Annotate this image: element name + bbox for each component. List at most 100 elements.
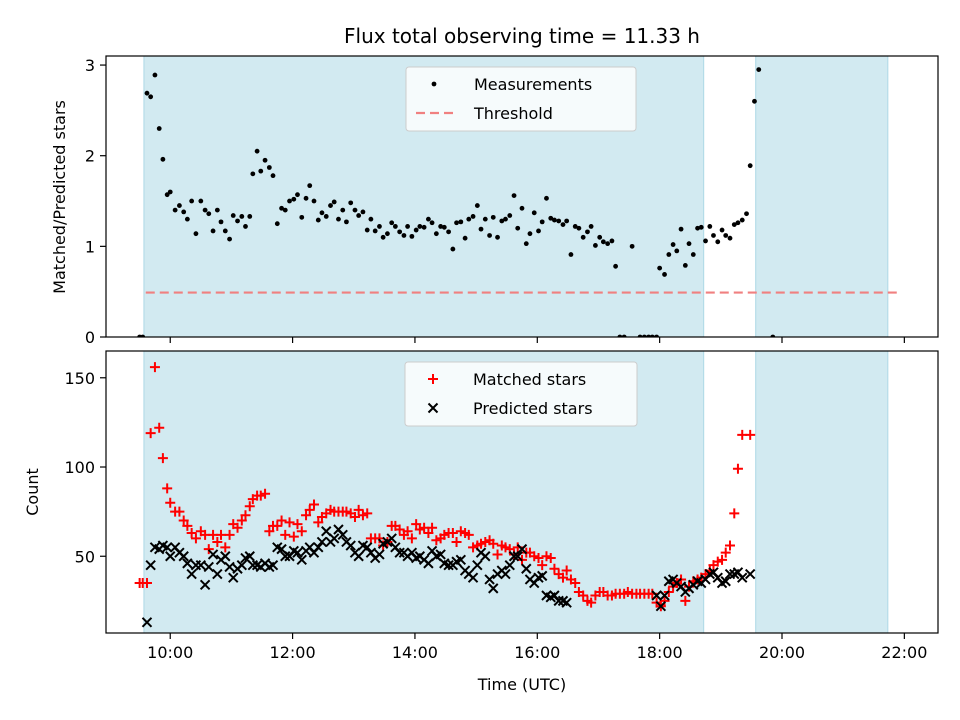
measurements-point — [405, 224, 410, 229]
predicted-stars-point — [165, 551, 176, 562]
predicted-stars-point — [655, 601, 667, 612]
observing-window-span — [755, 351, 888, 633]
measurements-point — [462, 235, 468, 241]
predicted-stars-point — [744, 568, 756, 580]
measurements-point — [377, 224, 382, 229]
measurements-point — [727, 235, 733, 241]
measurements-point — [723, 233, 729, 238]
measurements-point — [429, 220, 435, 226]
matched-stars-point — [165, 497, 176, 508]
measurements-point — [368, 216, 374, 222]
measurements-point — [454, 220, 459, 226]
bottom-y-axis-label: Count — [23, 468, 42, 516]
matched-stars-point — [509, 549, 520, 560]
measurements-point — [421, 224, 427, 230]
measurements-point — [287, 198, 292, 204]
matched-stars-point — [492, 549, 503, 560]
matched-stars-point — [659, 595, 670, 606]
predicted-stars-point — [145, 559, 156, 571]
measurements-point — [202, 207, 208, 213]
measurements-point — [392, 224, 398, 229]
top-panel: 0 1 2 3 Measurements Threshold — [85, 55, 939, 347]
measurements-point — [539, 219, 545, 225]
predicted-stars-point — [199, 579, 211, 591]
y-tick-label: 150 — [64, 369, 95, 388]
measurements-point — [458, 219, 464, 225]
measurements-point — [397, 229, 403, 235]
measurements-point — [511, 193, 517, 198]
y-tick-label: 100 — [64, 458, 95, 477]
measurements-point — [552, 217, 557, 223]
matched-stars-point — [578, 590, 589, 601]
matched-stars-point — [212, 536, 223, 547]
matched-stars-point — [296, 526, 307, 537]
legend: Measurements Threshold — [405, 66, 637, 132]
measurements-point — [613, 263, 618, 269]
predicted-stars-point — [521, 563, 532, 574]
predicted-stars-point — [374, 549, 385, 560]
predicted-stars-point — [220, 551, 231, 562]
measurements-point — [487, 233, 492, 238]
measurements-point — [413, 227, 419, 233]
measurements-point — [499, 218, 505, 224]
measurements-point — [678, 226, 684, 232]
predicted-stars-point — [337, 529, 348, 541]
measurements-point — [352, 207, 358, 213]
matched-stars-point — [549, 563, 560, 574]
measurements-point — [282, 207, 288, 213]
x-tick-label: 20:00 — [759, 643, 805, 662]
predicted-stars-point — [296, 554, 307, 566]
predicted-stars-point — [182, 558, 193, 569]
predicted-stars-point — [455, 554, 467, 566]
measurements-point — [490, 214, 496, 220]
matched-stars-point — [220, 542, 231, 553]
matched-stars-point — [488, 538, 499, 549]
measurements-point — [597, 234, 603, 240]
matched-stars-point — [349, 511, 360, 522]
predicted-stars-point — [737, 572, 748, 583]
measurements-point — [164, 192, 170, 198]
matched-stars-point — [190, 533, 201, 544]
measurements-point — [690, 252, 696, 257]
measurements-point — [336, 216, 341, 222]
matched-stars-point — [717, 554, 728, 565]
predicted-stars-point — [321, 526, 332, 537]
predicted-stars-point — [651, 590, 662, 601]
measurements-point — [340, 207, 346, 213]
measurements-point — [319, 210, 325, 216]
measurements-point — [682, 262, 688, 268]
measurements-point — [380, 234, 386, 240]
measurements-point — [711, 233, 716, 238]
matched-stars-point — [463, 529, 474, 540]
matched-stars-point — [244, 501, 255, 512]
measurements-point — [323, 214, 329, 219]
predicted-stars-point — [480, 551, 491, 562]
predicted-stars-point — [313, 542, 324, 553]
measurements-point — [372, 228, 378, 234]
predicted-stars-point — [203, 561, 214, 573]
predicted-stars-point — [244, 551, 255, 562]
measurements-point — [266, 165, 272, 170]
measurements-point — [731, 222, 737, 228]
measurements-point — [670, 242, 676, 247]
x-tick-label: 10:00 — [147, 643, 193, 662]
measurements-point — [560, 222, 566, 228]
matched-stars-point — [264, 526, 275, 537]
measurements-point — [531, 210, 537, 216]
measurements-point — [585, 229, 590, 235]
measurements-point — [356, 213, 362, 218]
predicted-stars-point — [472, 559, 483, 571]
measurements-point — [279, 205, 284, 211]
measurements-point — [344, 219, 349, 225]
predicted-stars-point — [292, 547, 303, 558]
measurements-point — [426, 216, 431, 222]
measurements-point — [719, 227, 725, 233]
matched-stars-point — [292, 519, 303, 530]
axes-frame — [105, 350, 939, 634]
matched-stars-point — [545, 553, 556, 564]
matched-stars-point — [301, 510, 312, 521]
measurements-point — [433, 231, 439, 237]
matched-stars-point — [732, 463, 743, 474]
measurements-point — [744, 211, 749, 217]
matched-stars-point — [557, 572, 568, 583]
